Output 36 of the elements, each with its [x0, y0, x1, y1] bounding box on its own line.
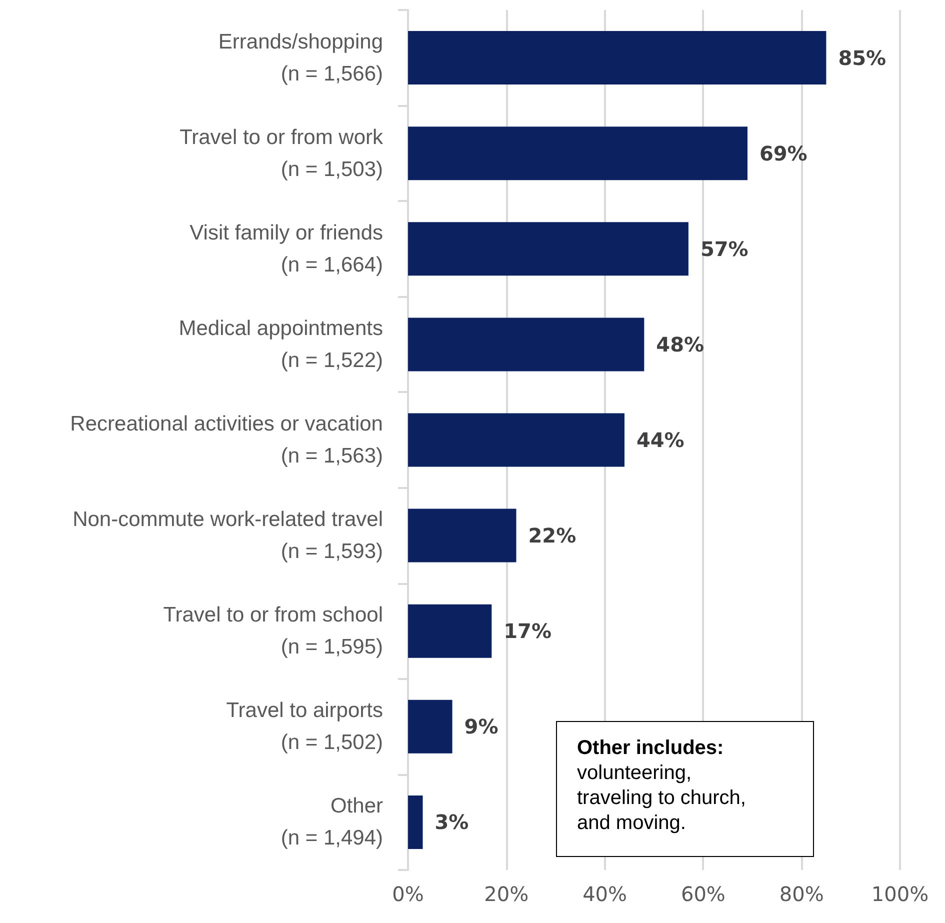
note-box: Other includes: volunteering, traveling to church, and moving. — [556, 721, 814, 857]
bar — [408, 508, 516, 562]
y-tick-label: Travel to or from work (n = 1,503) — [180, 126, 384, 181]
annotation: volunteering, traveling to church, and moving. — [577, 761, 747, 836]
data-label: 3% — [434, 810, 469, 834]
data-label: 17% — [504, 619, 552, 644]
data-label: 22% — [528, 524, 576, 548]
y-tick-label: Recreational activities or vacation (n = 1,563) — [70, 412, 383, 468]
x-tick-label: 20% — [484, 882, 529, 906]
y-tick-label: Medical appointments (n = 1,522) — [178, 316, 383, 372]
bar — [408, 31, 826, 85]
bar — [408, 700, 452, 754]
bar — [408, 222, 688, 276]
y-tick-label: Visit family or friends (n = 1,664) — [190, 221, 383, 276]
bar — [408, 318, 644, 372]
data-label: 9% — [464, 714, 498, 739]
data-label: 69% — [759, 141, 808, 166]
y-tick-label: Travel to or from school (n = 1,595) — [163, 604, 383, 659]
data-label: 85% — [838, 46, 886, 70]
y-tick-label: Non-commute work-related travel (n = 1,593) — [72, 508, 383, 564]
y-tick-label: Travel to airports (n = 1,502) — [226, 699, 383, 754]
bar — [408, 795, 423, 849]
bar — [408, 413, 624, 467]
x-tick-label: 100% — [871, 882, 929, 906]
data-label: 48% — [656, 332, 704, 356]
data-label: 57% — [700, 236, 748, 261]
x-tick-label: 60% — [680, 882, 726, 906]
bar — [408, 604, 492, 658]
y-tick-label: Errands/shopping (n = 1,566) — [218, 30, 383, 86]
annotation: Other includes: — [577, 736, 725, 761]
data-label: 44% — [636, 428, 684, 452]
bar — [408, 126, 748, 180]
x-tick-label: 80% — [779, 882, 824, 906]
y-tick-label: Other (n = 1,494) — [280, 794, 383, 850]
x-tick-label: 0% — [392, 882, 424, 906]
x-tick-label: 40% — [582, 882, 628, 906]
